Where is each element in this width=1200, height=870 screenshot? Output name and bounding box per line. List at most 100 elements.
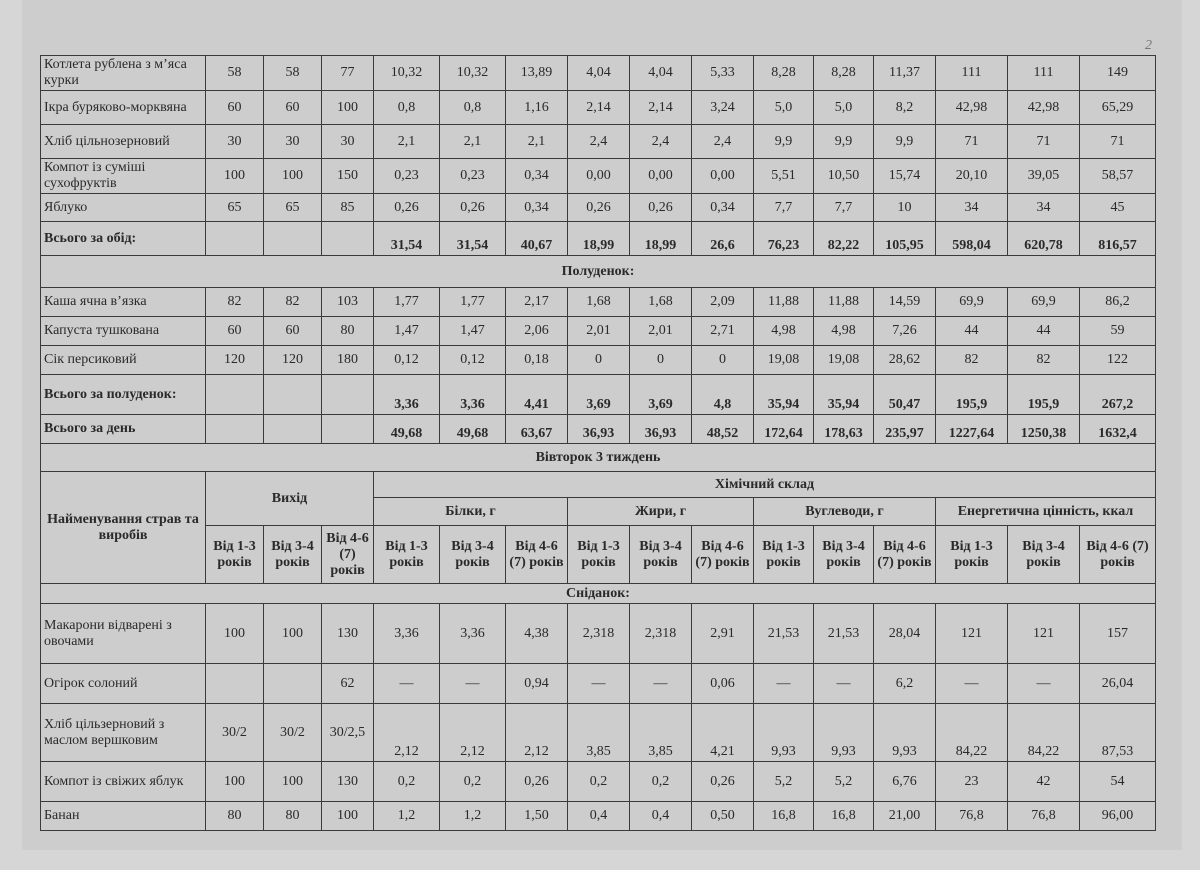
cell-value: 2,01	[567, 316, 630, 346]
cell-value: 14,59	[873, 287, 936, 317]
cell-value: 10,32	[439, 55, 506, 91]
cell-value: 620,78	[1007, 221, 1080, 256]
dish-name: Хліб цільнозерновий	[40, 124, 206, 159]
cell-value: 0,2	[373, 761, 440, 802]
cell-value: 4,04	[629, 55, 692, 91]
cell-value: 16,8	[813, 801, 874, 831]
dish-name: Огірок солоний	[40, 663, 206, 704]
cell-value: 0,50	[691, 801, 754, 831]
cell-value: 122	[1079, 345, 1156, 375]
cell-value: 13,89	[505, 55, 568, 91]
cell-value: 2,06	[505, 316, 568, 346]
cell-value	[321, 221, 374, 256]
header-age: Від 3-4 років	[629, 525, 692, 584]
cell-value: 0	[567, 345, 630, 375]
cell-value	[263, 414, 322, 444]
header-row-1: Найменування страв та виробів Вихід Хімічн…	[40, 471, 1156, 584]
cell-value: 85	[321, 193, 374, 222]
cell-value: 19,08	[813, 345, 874, 375]
cell-value: 76,8	[935, 801, 1008, 831]
cell-value: 80	[205, 801, 264, 831]
dish-name: Сік персиковий	[40, 345, 206, 375]
cell-value: 2,1	[505, 124, 568, 159]
cell-value: 28,04	[873, 603, 936, 664]
cell-value: 0,12	[373, 345, 440, 375]
cell-value: 34	[935, 193, 1008, 222]
cell-value: 82	[935, 345, 1008, 375]
cell-value: 0,00	[691, 158, 754, 194]
cell-value: 5,2	[813, 761, 874, 802]
header-age: Від 3-4 років	[263, 525, 322, 584]
cell-value: 0,00	[629, 158, 692, 194]
cell-value: 21,53	[753, 603, 814, 664]
cell-value: 178,63	[813, 414, 874, 444]
lunch-total-row: Всього за обід: 31,54 31,54 40,67 18,99 18,99…	[40, 221, 1156, 256]
table-row: Макарони відварені з овочами 100 100 130 3,3…	[40, 603, 1156, 664]
cell-value: 35,94	[813, 374, 874, 415]
cell-value: 0,26	[505, 761, 568, 802]
header-age: Від 1-3 років	[373, 525, 440, 584]
dish-name: Компот із свіжих яблук	[40, 761, 206, 802]
cell-value: 60	[205, 316, 264, 346]
breakfast-section-title: Сніданок:	[40, 583, 1156, 604]
cell-value: 9,9	[753, 124, 814, 159]
dish-name: Всього за обід:	[40, 221, 206, 256]
snack-section: Полуденок:	[40, 255, 1156, 288]
cell-value: 0,18	[505, 345, 568, 375]
cell-value: 42	[1007, 761, 1080, 802]
cell-value: 267,2	[1079, 374, 1156, 415]
cell-value: 0,34	[505, 193, 568, 222]
cell-value: 82	[263, 287, 322, 317]
cell-value: 49,68	[439, 414, 506, 444]
cell-value: 30	[321, 124, 374, 159]
cell-value: 1632,4	[1079, 414, 1156, 444]
header-age: Від 4-6 (7) років	[1079, 525, 1156, 584]
table-row: Компот із свіжих яблук 100 100 130 0,2 0,2 0,2…	[40, 761, 1156, 802]
cell-value: 65	[263, 193, 322, 222]
cell-value: 2,12	[439, 703, 506, 762]
cell-value: —	[813, 663, 874, 704]
cell-value: 58	[205, 55, 264, 91]
cell-value: 8,2	[873, 90, 936, 125]
cell-value: 0,8	[373, 90, 440, 125]
cell-value: 3,69	[567, 374, 630, 415]
cell-value: 60	[263, 316, 322, 346]
cell-value: 39,05	[1007, 158, 1080, 194]
cell-value: —	[935, 663, 1008, 704]
cell-value: 19,08	[753, 345, 814, 375]
table-row: Яблуко 65 65 85 0,26 0,26 0,34 0,26 0,26 0,34 7,7 7…	[40, 193, 1156, 222]
cell-value: 0,8	[439, 90, 506, 125]
cell-value: 0,00	[567, 158, 630, 194]
cell-value: 3,24	[691, 90, 754, 125]
day-total-row: Всього за день 49,68 49,68 63,67 36,93 36,93 4…	[40, 414, 1156, 444]
dish-name: Всього за полуденок:	[40, 374, 206, 415]
cell-value: 4,98	[813, 316, 874, 346]
cell-value: 120	[263, 345, 322, 375]
cell-value: 121	[935, 603, 1008, 664]
cell-value: 5,0	[753, 90, 814, 125]
menu-nutrition-table: Котлета рублена з м’яса курки 58 58 77 10,32…	[40, 55, 1156, 831]
cell-value: 42,98	[1007, 90, 1080, 125]
cell-value: 0,23	[373, 158, 440, 194]
cell-value: 86,2	[1079, 287, 1156, 317]
cell-value: 84,22	[1007, 703, 1080, 762]
cell-value	[205, 221, 264, 256]
cell-value: 0,34	[691, 193, 754, 222]
cell-value: 65,29	[1079, 90, 1156, 125]
cell-value: 44	[935, 316, 1008, 346]
cell-value: 2,14	[567, 90, 630, 125]
cell-value: 4,41	[505, 374, 568, 415]
cell-value: 4,8	[691, 374, 754, 415]
cell-value: 0,94	[505, 663, 568, 704]
cell-value: 84,22	[935, 703, 1008, 762]
cell-value	[205, 663, 264, 704]
cell-value: 1,47	[439, 316, 506, 346]
header-age: Від 1-3 років	[935, 525, 1008, 584]
cell-value: 49,68	[373, 414, 440, 444]
header-age: Від 4-6 (7) років	[321, 525, 374, 584]
cell-value: 35,94	[753, 374, 814, 415]
table-row: Хліб цільзерновий з маслом вершковим 30/2…	[40, 703, 1156, 762]
header-chem: Хімічний склад	[373, 471, 1156, 498]
cell-value: 4,98	[753, 316, 814, 346]
cell-value: 0,06	[691, 663, 754, 704]
